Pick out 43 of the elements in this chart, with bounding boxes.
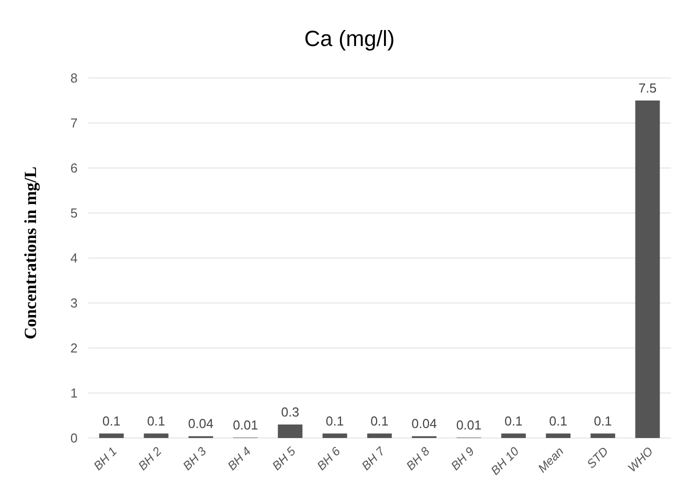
- y-axis-title: Concentrations in mg/L: [21, 166, 40, 340]
- y-tick-label: 0: [70, 430, 78, 446]
- data-label: 0.1: [594, 414, 612, 428]
- y-tick-label: 8: [70, 70, 78, 86]
- x-tick-label: BH 4: [224, 444, 254, 473]
- chart-title: Ca (mg/l): [304, 26, 395, 51]
- data-label: 0.01: [232, 418, 258, 433]
- bar: [99, 434, 124, 438]
- x-tick-label: BH 10: [488, 444, 522, 478]
- data-label: 0.1: [370, 414, 389, 428]
- data-label: 0.3: [281, 404, 300, 420]
- x-tick-label: BH 1: [90, 444, 120, 473]
- y-tick-label: 1: [70, 386, 78, 401]
- bar: [501, 434, 526, 438]
- bar: [590, 434, 616, 438]
- x-tick-label: BH 2: [135, 444, 164, 473]
- x-tick-label: BH 6: [314, 444, 344, 473]
- x-tick-label: BH 8: [404, 444, 433, 473]
- x-tick-label: BH 7: [358, 443, 389, 473]
- y-tick-label: 7: [70, 116, 78, 131]
- bar: [278, 424, 302, 438]
- x-tick-label: BH 5: [270, 444, 298, 473]
- data-label: 0.04: [188, 416, 214, 432]
- bar: [546, 434, 570, 438]
- bar: [635, 100, 660, 438]
- x-tick-label: BH 3: [180, 444, 210, 473]
- y-tick-label: 3: [70, 296, 78, 311]
- x-tick-label: BH 9: [448, 444, 478, 473]
- data-label: 0.1: [504, 414, 523, 428]
- data-label: 7.5: [638, 80, 657, 96]
- data-label: 0.01: [456, 418, 482, 433]
- y-tick-label: 6: [70, 160, 78, 176]
- bar: [322, 434, 348, 438]
- y-tick-label: 2: [70, 340, 78, 356]
- data-label: 0.1: [102, 414, 120, 428]
- data-label: 0.1: [326, 414, 344, 428]
- data-label: 0.04: [412, 416, 437, 432]
- y-tick-label: 5: [70, 206, 78, 221]
- bar: [367, 434, 392, 438]
- data-label: 0.1: [147, 414, 166, 428]
- bar: [144, 434, 168, 438]
- data-label: 0.1: [549, 414, 568, 428]
- y-tick-label: 4: [70, 250, 78, 266]
